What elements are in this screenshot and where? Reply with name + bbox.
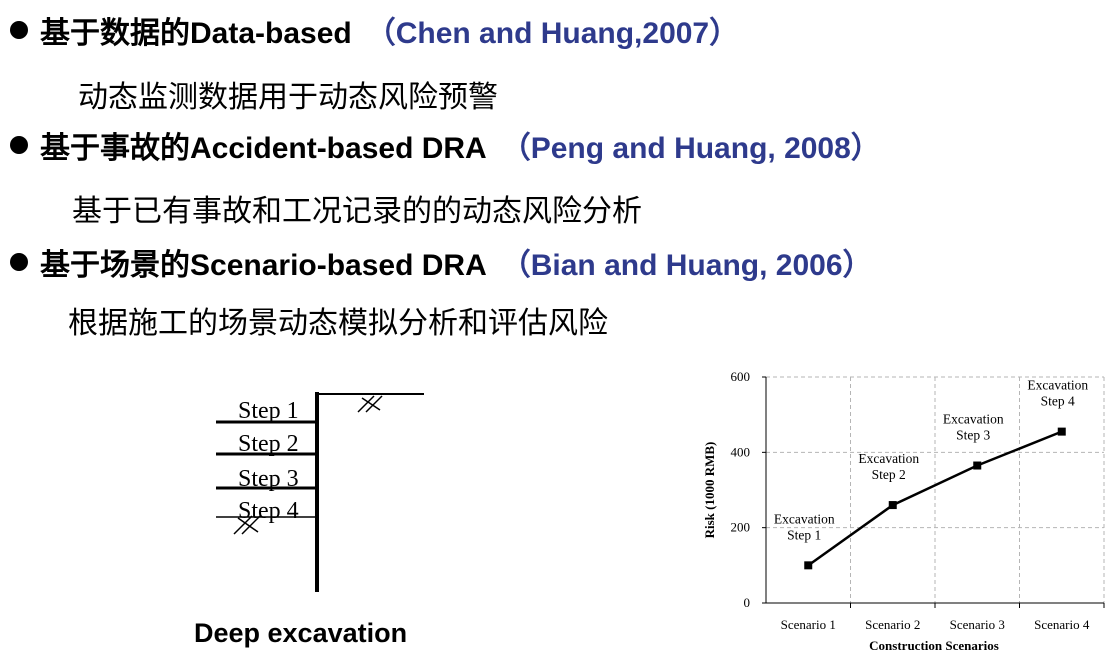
bullet-description: 基于已有事故和工况记录的的动态风险分析 [72,194,642,229]
bullet-heading: 基于事故的Accident-based DRA [40,132,487,165]
bullet-citation: （Bian and Huang, 2006） [500,249,873,282]
data-point-marker [888,501,897,510]
point-annotation: Excavation [943,412,1004,427]
step-4-label: Step 4 [238,498,299,524]
x-tick-label: Scenario 4 [1034,617,1090,632]
point-annotation: Step 3 [956,428,990,443]
risk-series-line [807,430,1063,567]
point-annotation: Step 2 [872,467,906,482]
point-annotation: Step 1 [787,527,821,542]
step-2-label: Step 2 [238,431,299,457]
excavation-bottom-hatch-icon [233,515,261,535]
bullet-description: 动态监测数据用于动态风险预警 [78,80,498,115]
step-3-label: Step 3 [238,466,299,492]
bullet-dot [10,136,28,154]
bullet-item-data-based: 基于数据的Data-based （Chen and Huang,2007） [10,8,739,52]
bullet-dot [10,21,28,39]
y-tick-label: 400 [731,444,751,459]
x-axis-label: Construction Scenarios [869,638,999,653]
step-1-label: Step 1 [238,398,299,424]
bullet-heading: 基于场景的Scenario-based DRA [40,249,487,282]
y-tick-label: 200 [731,520,751,535]
bullet-description: 根据施工的场景动态模拟分析和评估风险 [68,306,608,341]
point-annotation: Excavation [774,511,835,526]
ground-hatch-icon [357,395,383,413]
data-point-marker [1057,427,1066,436]
bullet-heading: 基于数据的Data-based [40,17,352,50]
y-tick-label: 600 [731,369,751,384]
bullet-citation: （Peng and Huang, 2008） [500,132,881,165]
point-annotation: Excavation [1027,378,1088,393]
x-tick-label: Scenario 2 [865,617,920,632]
point-annotation: Step 4 [1041,394,1075,409]
diagram-caption: Deep excavation [194,618,408,648]
bullet-item-accident-based: 基于事故的Accident-based DRA （Peng and Huang,… [10,123,881,167]
y-tick-label: 0 [744,595,751,610]
x-tick-label: Scenario 3 [950,617,1005,632]
bullet-item-scenario-based: 基于场景的Scenario-based DRA （Bian and Huang,… [10,240,873,284]
bullet-dot [10,253,28,271]
point-annotation: Excavation [858,451,919,466]
y-axis-label: Risk (1000 RMB) [702,442,717,539]
chart-grid [766,376,1105,603]
excavation-diagram: Step 1 Step 2 Step 3 Step 4 [216,392,424,592]
bullet-citation: （Chen and Huang,2007） [365,17,740,50]
risk-chart: 0 200 400 600 Scenario 1 Scenario 2 Scenario … [702,369,1105,653]
data-point-marker [804,561,813,570]
x-tick-label: Scenario 1 [781,617,836,632]
data-point-marker [973,461,982,470]
